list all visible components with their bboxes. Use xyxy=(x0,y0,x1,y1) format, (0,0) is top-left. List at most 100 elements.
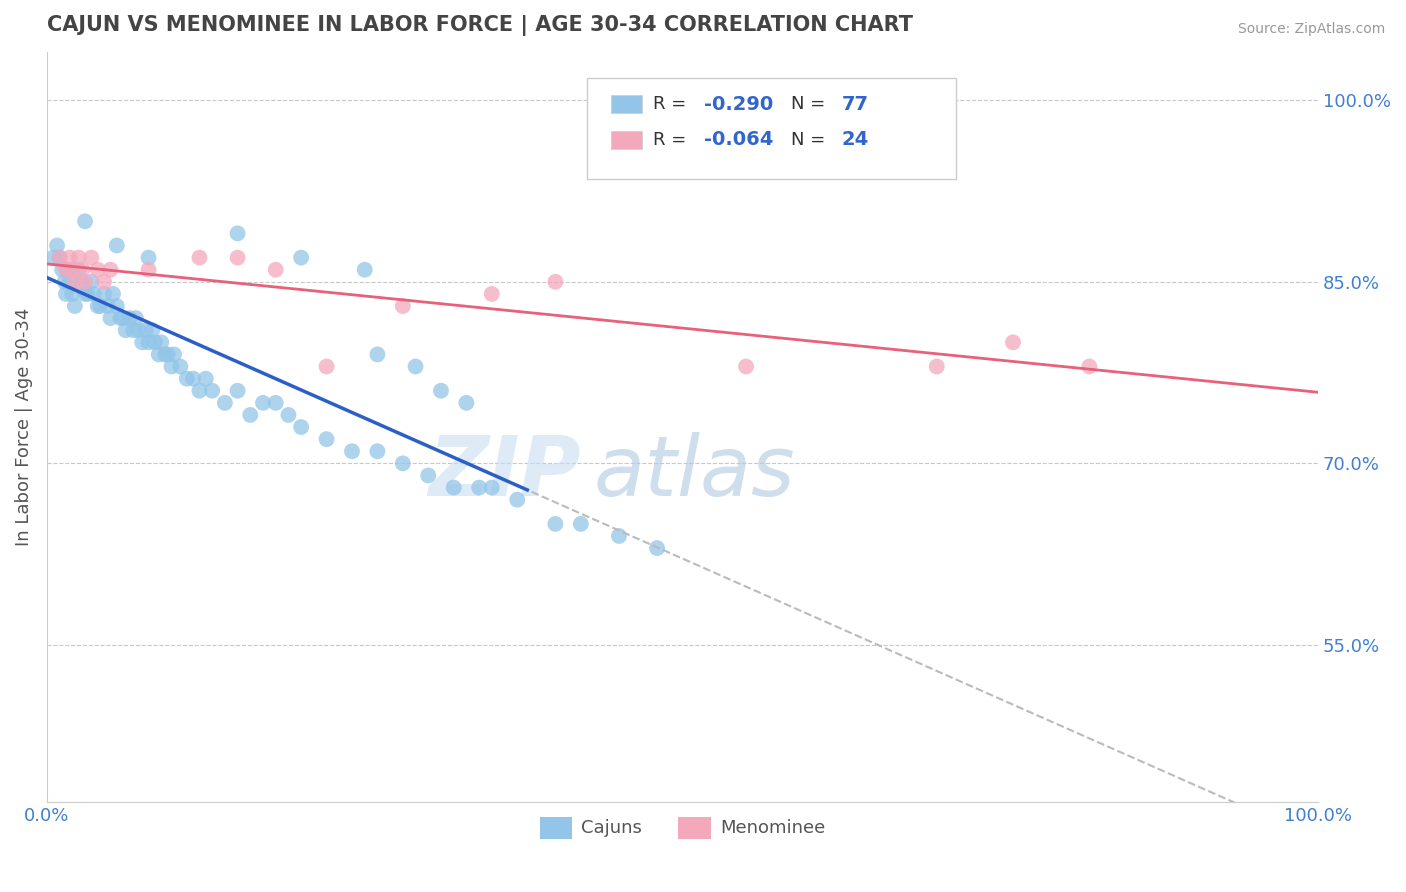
Point xyxy=(87,262,110,277)
Text: 24: 24 xyxy=(841,130,869,149)
Point xyxy=(87,299,110,313)
Point xyxy=(169,359,191,374)
Point xyxy=(138,335,160,350)
Point xyxy=(1078,359,1101,374)
Point xyxy=(60,262,83,277)
Point xyxy=(83,286,105,301)
Point xyxy=(1002,335,1025,350)
Point xyxy=(76,286,98,301)
Point xyxy=(101,286,124,301)
Text: CAJUN VS MENOMINEE IN LABOR FORCE | AGE 30-34 CORRELATION CHART: CAJUN VS MENOMINEE IN LABOR FORCE | AGE … xyxy=(46,15,912,36)
Point xyxy=(60,286,83,301)
Point xyxy=(97,299,120,313)
Point xyxy=(290,420,312,434)
Point xyxy=(63,275,86,289)
Point xyxy=(48,251,70,265)
Text: Source: ZipAtlas.com: Source: ZipAtlas.com xyxy=(1237,22,1385,37)
Point xyxy=(122,323,145,337)
Point xyxy=(153,347,176,361)
Point xyxy=(70,275,93,289)
Point xyxy=(73,275,96,289)
Point xyxy=(73,214,96,228)
Point xyxy=(194,371,217,385)
Point xyxy=(456,396,478,410)
Point xyxy=(506,492,529,507)
Point xyxy=(42,251,65,265)
Point xyxy=(118,311,141,326)
Point xyxy=(100,311,122,326)
Point xyxy=(340,444,363,458)
Point xyxy=(925,359,948,374)
Point xyxy=(143,335,166,350)
Point xyxy=(73,286,96,301)
Point xyxy=(46,238,69,252)
Point xyxy=(138,251,160,265)
Point xyxy=(141,323,163,337)
FancyBboxPatch shape xyxy=(588,78,956,179)
Point xyxy=(430,384,453,398)
Point xyxy=(80,251,103,265)
Point xyxy=(418,468,440,483)
Point xyxy=(156,347,179,361)
Point xyxy=(125,311,148,326)
Point xyxy=(226,227,249,241)
Point xyxy=(405,359,427,374)
Point xyxy=(163,347,186,361)
Point xyxy=(176,371,198,385)
Point xyxy=(443,481,465,495)
Text: atlas: atlas xyxy=(593,432,796,513)
Point xyxy=(392,456,415,470)
Point xyxy=(112,311,135,326)
Point xyxy=(252,396,274,410)
Point xyxy=(67,251,90,265)
Point xyxy=(105,299,128,313)
Point xyxy=(239,408,262,422)
Legend: Cajuns, Menominee: Cajuns, Menominee xyxy=(533,809,832,846)
Point xyxy=(72,262,94,277)
Point xyxy=(481,481,503,495)
Point xyxy=(93,286,115,301)
Point xyxy=(110,311,132,326)
Point xyxy=(55,262,77,277)
Point xyxy=(226,251,249,265)
Point xyxy=(188,251,211,265)
Point xyxy=(353,262,375,277)
Point xyxy=(67,262,90,277)
Point xyxy=(226,384,249,398)
Point xyxy=(264,396,287,410)
Point xyxy=(114,323,136,337)
Point xyxy=(468,481,491,495)
Text: R =: R = xyxy=(654,95,692,113)
Point xyxy=(135,323,157,337)
Text: R =: R = xyxy=(654,130,692,149)
Point xyxy=(105,238,128,252)
Point xyxy=(264,262,287,277)
Point xyxy=(148,347,170,361)
Point xyxy=(150,335,173,350)
Point xyxy=(290,251,312,265)
Point xyxy=(481,286,503,301)
Point xyxy=(100,262,122,277)
Point xyxy=(735,359,758,374)
Point xyxy=(366,444,388,458)
Point xyxy=(63,299,86,313)
Y-axis label: In Labor Force | Age 30-34: In Labor Force | Age 30-34 xyxy=(15,308,32,546)
FancyBboxPatch shape xyxy=(612,95,641,113)
Point xyxy=(366,347,388,361)
Point xyxy=(59,251,82,265)
Point xyxy=(138,262,160,277)
Point xyxy=(93,275,115,289)
Point xyxy=(315,359,337,374)
Point xyxy=(201,384,224,398)
Text: -0.064: -0.064 xyxy=(704,130,773,149)
Point xyxy=(127,323,149,337)
Text: N =: N = xyxy=(790,130,831,149)
Point xyxy=(188,384,211,398)
Text: N =: N = xyxy=(790,95,831,113)
Point xyxy=(56,262,79,277)
Text: 77: 77 xyxy=(841,95,869,114)
Point xyxy=(181,371,204,385)
Point xyxy=(59,275,82,289)
Point xyxy=(55,286,77,301)
Point xyxy=(48,251,70,265)
